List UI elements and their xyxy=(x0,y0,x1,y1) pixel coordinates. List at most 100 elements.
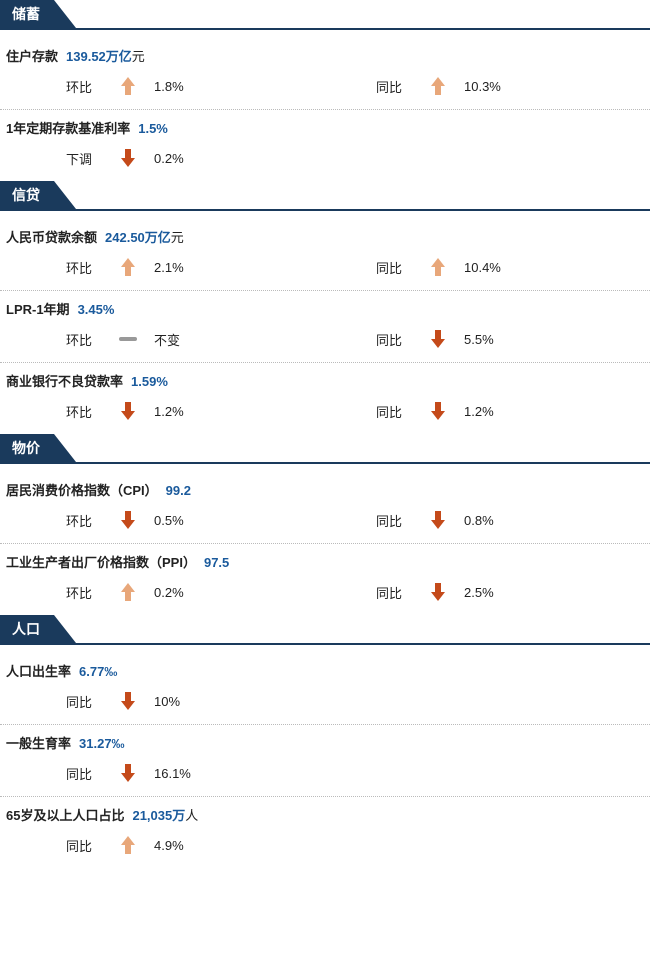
metric-title-row: 工业生产者出厂价格指数（PPI） 97.5 xyxy=(6,552,644,571)
change-label: 下调 xyxy=(66,149,102,168)
metric-block: 工业生产者出厂价格指数（PPI） 97.5 环比 0.2% 同比 2.5% xyxy=(0,544,650,615)
change-cell: 环比 0.2% xyxy=(6,581,306,603)
metric-unit: 元 xyxy=(171,230,184,245)
metric-title-row: 65岁及以上人口占比 21,035万人 xyxy=(6,805,644,824)
metric-block: 一般生育率 31.27‰同比16.1% xyxy=(0,725,650,796)
metric-value: 97.5 xyxy=(204,555,229,570)
change-percent: 5.5% xyxy=(464,332,494,347)
metric-label: 住户存款 xyxy=(6,46,58,65)
arrow-down-icon xyxy=(108,400,148,422)
arrow-up-icon xyxy=(108,75,148,97)
change-label: 环比 xyxy=(66,511,102,530)
metric-block: 商业银行不良贷款率 1.59%环比1.2%同比1.2% xyxy=(0,363,650,434)
section-tab: 人口 xyxy=(0,615,54,643)
metric-label: LPR-1年期 xyxy=(6,299,70,318)
change-label: 同比 xyxy=(376,402,412,421)
change-row: 环比 2.1% 同比10.4% xyxy=(6,252,644,286)
metric-block: 住户存款 139.52万亿元环比1.8%同比10.3% xyxy=(0,38,650,109)
metric-unit: 人 xyxy=(185,808,198,823)
change-label: 环比 xyxy=(66,583,102,602)
metric-title-row: LPR-1年期 3.45% xyxy=(6,299,644,318)
change-percent: 0.8% xyxy=(464,513,494,528)
change-percent: 10% xyxy=(154,694,180,709)
change-row: 环比0.5% 同比 0.8% xyxy=(6,505,644,539)
change-percent: 4.9% xyxy=(154,838,184,853)
change-label: 同比 xyxy=(376,330,412,349)
change-cell: 同比 5.5% xyxy=(306,328,494,350)
change-row: 同比10% xyxy=(6,686,644,720)
section: 信贷人民币贷款余额 242.50万亿元环比 2.1% 同比10.4% LPR-1年期 … xyxy=(0,181,650,434)
section: 人口人口出生率 6.77‰同比10%一般生育率 31.27‰同比16.1%65岁… xyxy=(0,615,650,868)
change-label: 环比 xyxy=(66,402,102,421)
arrow-up-icon xyxy=(108,834,148,856)
metric-value: 21,035万 xyxy=(132,808,185,823)
section-header: 信贷 xyxy=(0,181,650,211)
metric-value: 1.5% xyxy=(138,121,168,136)
change-cell: 同比10.4% xyxy=(306,256,501,278)
arrow-down-icon xyxy=(108,147,148,169)
change-percent: 1.2% xyxy=(154,404,184,419)
metric-title-row: 居民消费价格指数（CPI） 99.2 xyxy=(6,480,644,499)
change-cell: 环比 不变 xyxy=(6,328,306,350)
arrow-up-icon xyxy=(418,75,458,97)
metric-unit: 元 xyxy=(132,49,145,64)
arrow-down-icon xyxy=(418,328,458,350)
metric-label: 工业生产者出厂价格指数（PPI） xyxy=(6,552,196,571)
arrow-up-icon xyxy=(108,581,148,603)
change-label: 同比 xyxy=(376,511,412,530)
change-label: 环比 xyxy=(66,330,102,349)
metric-label: 居民消费价格指数（CPI） xyxy=(6,480,158,499)
arrow-down-icon xyxy=(108,762,148,784)
change-cell: 环比1.8% xyxy=(6,75,306,97)
arrow-up-icon xyxy=(418,256,458,278)
metric-block: 人口出生率 6.77‰ 同比10% xyxy=(0,653,650,724)
section: 储蓄住户存款 139.52万亿元环比1.8%同比10.3%1年定期存款基准利率 … xyxy=(0,0,650,181)
change-cell: 同比 0.8% xyxy=(306,509,494,531)
metric-value: 3.45% xyxy=(78,302,115,317)
metric-block: 65岁及以上人口占比 21,035万人同比4.9% xyxy=(0,797,650,868)
change-percent: 2.1% xyxy=(154,260,184,275)
change-row: 同比16.1% xyxy=(6,758,644,792)
metric-block: 居民消费价格指数（CPI） 99.2 环比0.5% 同比 0.8% xyxy=(0,472,650,543)
change-cell: 环比0.5% xyxy=(6,509,306,531)
metric-label: 商业银行不良贷款率 xyxy=(6,371,123,390)
change-row: 环比 不变 同比 5.5% xyxy=(6,324,644,358)
metric-value: 99.2 xyxy=(166,483,191,498)
change-label: 同比 xyxy=(376,77,412,96)
change-percent: 10.3% xyxy=(464,79,501,94)
change-percent: 不变 xyxy=(154,330,180,349)
metric-title-row: 人口出生率 6.77‰ xyxy=(6,661,644,680)
arrow-up-icon xyxy=(108,256,148,278)
section-tab: 储蓄 xyxy=(0,0,54,28)
change-cell: 环比 2.1% xyxy=(6,256,306,278)
metric-label: 人口出生率 xyxy=(6,661,71,680)
change-cell: 同比16.1% xyxy=(6,762,306,784)
change-cell: 同比10% xyxy=(6,690,306,712)
arrow-down-icon xyxy=(418,581,458,603)
arrow-down-icon xyxy=(418,400,458,422)
metric-label: 人民币贷款余额 xyxy=(6,227,97,246)
change-row: 环比 0.2% 同比 2.5% xyxy=(6,577,644,611)
change-row: 环比1.8% 同比 10.3% xyxy=(6,71,644,105)
section-header: 储蓄 xyxy=(0,0,650,30)
change-row: 同比4.9% xyxy=(6,830,644,864)
change-row: 环比 1.2% 同比1.2% xyxy=(6,396,644,430)
section: 物价居民消费价格指数（CPI） 99.2 环比0.5% 同比 0.8% 工业生产者出厂价… xyxy=(0,434,650,615)
change-row: 下调0.2% xyxy=(6,143,644,177)
metric-value: 242.50万亿 xyxy=(105,230,171,245)
section-header: 人口 xyxy=(0,615,650,645)
change-cell: 下调0.2% xyxy=(6,147,306,169)
change-percent: 2.5% xyxy=(464,585,494,600)
arrow-down-icon xyxy=(108,690,148,712)
metric-value: 31.27‰ xyxy=(79,736,125,751)
arrow-down-icon xyxy=(418,509,458,531)
change-label: 同比 xyxy=(376,583,412,602)
section-header: 物价 xyxy=(0,434,650,464)
metric-title-row: 住户存款 139.52万亿元 xyxy=(6,46,644,65)
metric-value: 139.52万亿 xyxy=(66,49,132,64)
change-percent: 0.2% xyxy=(154,585,184,600)
metric-block: 人民币贷款余额 242.50万亿元环比 2.1% 同比10.4% xyxy=(0,219,650,290)
change-label: 同比 xyxy=(376,258,412,277)
change-cell: 同比1.2% xyxy=(306,400,494,422)
change-label: 环比 xyxy=(66,258,102,277)
